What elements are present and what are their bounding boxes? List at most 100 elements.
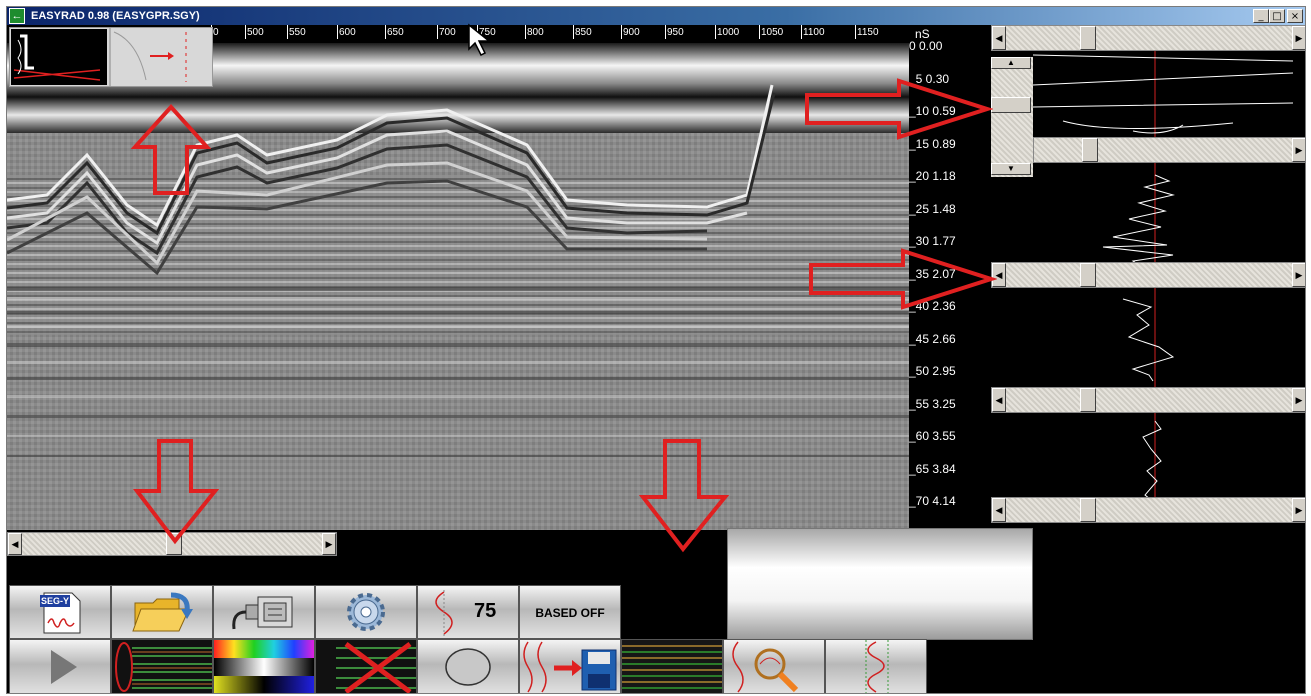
trace-scrollbar-4[interactable]: ◀ ▶ xyxy=(991,387,1305,413)
ruler-tick xyxy=(245,25,246,39)
scroll-right-button[interactable]: ▶ xyxy=(1292,26,1305,50)
scroll-right-button[interactable]: ▶ xyxy=(1292,263,1305,287)
annotation-arrow-up xyxy=(131,104,211,195)
gain-value: 75 xyxy=(474,600,497,622)
scroll-thumb[interactable] xyxy=(1082,138,1098,162)
ruler-label: 650 xyxy=(387,27,404,38)
time-axis-label: _10 0.59 xyxy=(909,104,956,119)
ruler-label: 850 xyxy=(575,27,592,38)
minimize-button[interactable]: _ xyxy=(1253,9,1269,23)
annotation-arrow-down-2 xyxy=(639,439,729,553)
scroll-left-button[interactable]: ◀ xyxy=(8,533,22,555)
scroll-track[interactable] xyxy=(1034,138,1292,162)
trace-vertical-scrollbar[interactable]: ▲ ▼ xyxy=(991,57,1033,177)
title-bar: ← EASYRAD 0.98 (EASYGPR.SGY) _ □ × xyxy=(7,7,1305,25)
zoom-trace-button[interactable] xyxy=(723,639,825,693)
scroll-track[interactable] xyxy=(1006,263,1292,287)
preview-panel xyxy=(727,528,1033,640)
window-title: EASYRAD 0.98 (EASYGPR.SGY) xyxy=(31,10,200,22)
scroll-track[interactable] xyxy=(1006,26,1292,50)
time-axis-label: _20 1.18 xyxy=(909,169,956,184)
mouse-cursor-icon xyxy=(468,23,492,57)
scroll-left-button[interactable]: ◀ xyxy=(992,498,1006,522)
thumbnail-panel[interactable] xyxy=(9,27,213,87)
time-depth-axis: nS 0 0.00 _5 0.30 _10 0.59 _15 0.89 _20 1.18… xyxy=(909,25,991,541)
time-axis-label: _65 3.84 xyxy=(909,461,956,476)
ruler-tick xyxy=(715,25,716,39)
scroll-right-button[interactable]: ▶ xyxy=(1292,388,1305,412)
scroll-right-button[interactable]: ▶ xyxy=(1292,138,1305,162)
time-axis-label: _30 1.77 xyxy=(909,234,956,249)
trace-scrollbar-2[interactable]: ▶ xyxy=(1033,137,1305,163)
annotation-arrow-down-1 xyxy=(133,439,219,545)
ruler-tick xyxy=(801,25,802,39)
radargram-scrollbar[interactable]: ◀ ▶ xyxy=(7,532,337,556)
ruler-label: 1000 xyxy=(717,27,740,38)
ruler-label: 0 xyxy=(213,27,219,38)
radargram-view[interactable]: 0 500 550 600 650 700 750 800 850 900 950 1000 1050 1… xyxy=(7,25,909,530)
ruler-label: 600 xyxy=(339,27,356,38)
trace-scrollbar-5[interactable]: ◀ ▶ xyxy=(991,497,1305,523)
color-palette-button[interactable] xyxy=(213,639,315,693)
ruler-tick xyxy=(385,25,386,39)
annotation-arrow-right-1 xyxy=(805,78,993,140)
scroll-right-button[interactable]: ▶ xyxy=(1292,498,1305,522)
scroll-left-button[interactable]: ◀ xyxy=(992,388,1006,412)
radargram-view-button[interactable] xyxy=(111,639,213,693)
scroll-thumb[interactable] xyxy=(1080,388,1096,412)
app-icon[interactable]: ← xyxy=(9,8,25,24)
scroll-up-button[interactable]: ▲ xyxy=(991,57,1031,69)
serial-port-button[interactable] xyxy=(213,585,315,639)
wave-view-button[interactable] xyxy=(825,639,927,693)
gain-button[interactable]: 75 xyxy=(417,585,519,639)
radargram-color-icon xyxy=(622,640,722,693)
ruler-label: 800 xyxy=(527,27,544,38)
circle-tool-button[interactable] xyxy=(417,639,519,693)
save-floppy-icon xyxy=(523,641,617,693)
trace-scrollbar-1[interactable]: ◀ ▶ xyxy=(991,25,1305,51)
scroll-thumb[interactable] xyxy=(1080,263,1096,287)
time-axis-label: _60 3.55 xyxy=(909,429,956,444)
maximize-button[interactable]: □ xyxy=(1269,9,1285,23)
ruler-tick xyxy=(665,25,666,39)
play-button[interactable] xyxy=(9,639,111,693)
scroll-track[interactable] xyxy=(1006,388,1292,412)
save-trace-button[interactable] xyxy=(519,639,621,693)
time-axis-label: _25 1.48 xyxy=(909,201,956,216)
trace-scrollbar-3[interactable]: ◀ ▶ xyxy=(991,262,1305,288)
settings-button[interactable] xyxy=(315,585,417,639)
scroll-left-button[interactable]: ◀ xyxy=(992,26,1006,50)
scroll-left-button[interactable]: ◀ xyxy=(992,263,1006,287)
distance-ruler: 0 500 550 600 650 700 750 800 850 900 950 1000 1050 1… xyxy=(7,25,909,43)
ruler-tick xyxy=(621,25,622,39)
scroll-right-button[interactable]: ▶ xyxy=(322,533,336,555)
time-axis-label: _15 0.89 xyxy=(909,136,956,151)
radargram-color-view-button[interactable] xyxy=(621,639,723,693)
time-axis-label: _50 2.95 xyxy=(909,364,956,379)
delete-trace-button[interactable] xyxy=(315,639,417,693)
scroll-thumb[interactable] xyxy=(1080,26,1096,50)
ruler-tick xyxy=(337,25,338,39)
open-folder-button[interactable] xyxy=(111,585,213,639)
scroll-track[interactable] xyxy=(1006,498,1292,522)
scroll-down-button[interactable]: ▼ xyxy=(991,163,1031,175)
color-palette-icon xyxy=(214,640,314,693)
ruler-tick xyxy=(287,25,288,39)
segy-file-icon: SEG-Y xyxy=(40,592,81,634)
wave-icon xyxy=(865,640,889,693)
time-axis-label: _45 2.66 xyxy=(909,331,956,346)
ruler-label: 750 xyxy=(479,27,496,38)
open-segy-button[interactable]: SEG-Y xyxy=(9,585,111,639)
gain-wave-icon xyxy=(435,590,453,636)
based-label: BASED OFF xyxy=(535,605,605,620)
gear-icon xyxy=(347,593,385,631)
play-icon xyxy=(51,650,77,684)
ruler-label: 1150 xyxy=(857,27,879,38)
close-button[interactable]: × xyxy=(1287,9,1303,23)
based-toggle-button[interactable]: BASED OFF xyxy=(519,585,621,639)
serial-port-icon xyxy=(232,596,293,630)
delete-red-x-icon xyxy=(316,640,416,693)
vertical-scroll-thumb[interactable] xyxy=(991,97,1031,113)
scroll-thumb[interactable] xyxy=(1080,498,1096,522)
time-axis-label: _55 3.25 xyxy=(909,396,956,411)
